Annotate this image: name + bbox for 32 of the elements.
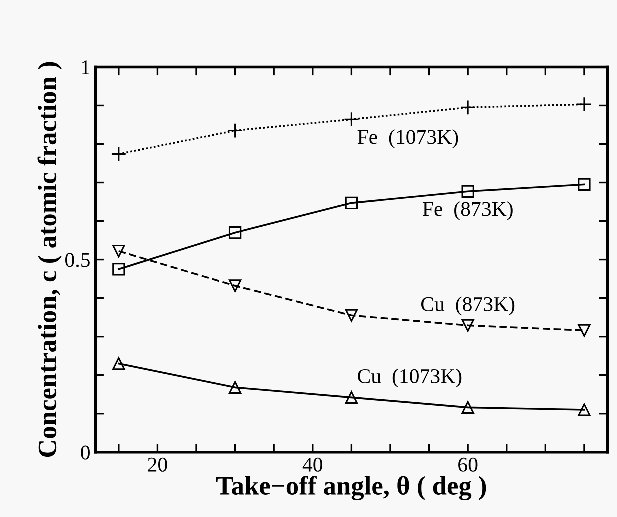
point — [578, 324, 591, 337]
point — [462, 401, 474, 414]
point — [228, 226, 242, 240]
point — [460, 100, 476, 116]
point — [345, 391, 358, 404]
series-label: Fe (873K) — [422, 202, 513, 221]
y-tick-label: 1 — [82, 60, 90, 74]
series-label: Cu (873K) — [421, 296, 515, 316]
y-axis-title: Concentration, c ( atomic fraction ) — [38, 62, 62, 458]
point — [228, 280, 242, 292]
point — [345, 196, 358, 210]
x-axis-title: Take−off angle, θ ( deg ) — [216, 476, 486, 501]
series-label: Cu (1073K) — [358, 368, 462, 388]
x-tick-label: 20 — [148, 458, 168, 472]
point — [228, 123, 244, 138]
point — [578, 404, 591, 416]
point — [111, 146, 127, 162]
x-tick-label: 40 — [302, 458, 323, 472]
series-label: Fe (1073K) — [358, 130, 458, 148]
point — [345, 309, 358, 322]
point — [112, 245, 126, 258]
point — [578, 178, 591, 192]
point — [462, 319, 474, 332]
point — [344, 112, 360, 128]
point — [462, 185, 474, 198]
point — [112, 357, 126, 370]
y-tick-label: 0.5 — [66, 253, 90, 268]
point — [228, 381, 242, 394]
y-tick-label: 0 — [81, 446, 90, 460]
point — [576, 96, 592, 112]
x-tick-label: 60 — [458, 458, 478, 472]
point — [112, 263, 126, 276]
